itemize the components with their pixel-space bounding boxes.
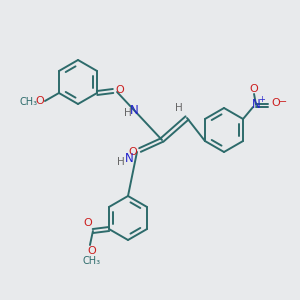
Text: O: O xyxy=(116,85,124,95)
Text: H: H xyxy=(175,103,183,113)
Text: CH₃: CH₃ xyxy=(83,256,101,266)
Text: −: − xyxy=(279,97,287,107)
Text: H: H xyxy=(124,108,131,118)
Text: O: O xyxy=(36,96,44,106)
Text: +: + xyxy=(259,94,266,103)
Text: H: H xyxy=(117,157,125,167)
Text: CH₃: CH₃ xyxy=(20,97,38,107)
Text: O: O xyxy=(88,246,96,256)
Text: N: N xyxy=(252,98,260,112)
Text: N: N xyxy=(124,152,134,164)
Text: O: O xyxy=(84,218,92,228)
Text: O: O xyxy=(272,98,280,108)
Text: O: O xyxy=(250,84,258,94)
Text: N: N xyxy=(130,103,139,116)
Text: O: O xyxy=(129,147,137,157)
